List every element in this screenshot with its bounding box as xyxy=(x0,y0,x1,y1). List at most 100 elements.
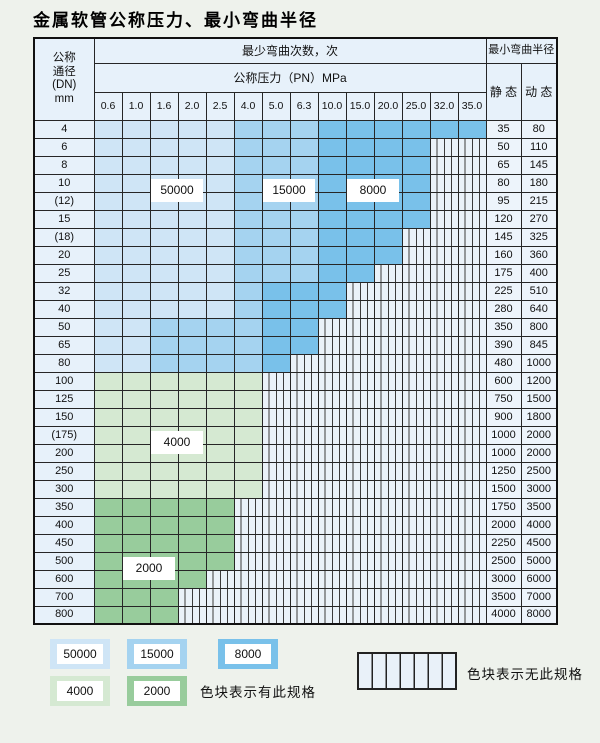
no-spec-cell xyxy=(317,425,347,445)
no-spec-cell xyxy=(373,443,403,463)
spec-cell-50000 xyxy=(93,299,123,319)
no-spec-cell xyxy=(345,281,375,301)
spec-cell-15000 xyxy=(205,353,235,373)
dynamic-radius-value: 110 xyxy=(520,137,558,157)
pressure-col-header: 15.0 xyxy=(345,91,375,121)
pressure-col-header: 5.0 xyxy=(261,91,291,121)
table-row: 40 280 640 xyxy=(33,299,558,319)
pressure-col-header: 1.0 xyxy=(121,91,151,121)
spec-cell-15000 xyxy=(261,119,291,139)
no-spec-cell xyxy=(401,425,431,445)
legend-has-spec-note: 色块表示有此规格 xyxy=(200,685,316,700)
spec-cell-15000 xyxy=(289,137,319,157)
dynamic-radius-value: 180 xyxy=(520,173,558,193)
no-spec-cell xyxy=(261,497,291,517)
no-spec-cell xyxy=(317,569,347,589)
dynamic-radius-value: 2000 xyxy=(520,425,558,445)
spec-cell-15000 xyxy=(177,335,207,355)
no-spec-cell xyxy=(317,605,347,625)
no-spec-cell xyxy=(429,245,459,265)
no-spec-cell xyxy=(373,533,403,553)
static-radius-value: 3500 xyxy=(485,587,522,607)
spec-cell-50000 xyxy=(205,191,235,211)
no-spec-cell xyxy=(289,587,319,607)
spec-cell-4000 xyxy=(149,479,179,499)
static-radius-value: 1250 xyxy=(485,461,522,481)
table-row: 700 3500 7000 xyxy=(33,587,558,607)
spec-cell-15000 xyxy=(233,335,263,355)
no-spec-cell xyxy=(429,605,459,625)
spec-cell-15000 xyxy=(233,299,263,319)
dynamic-radius-value: 640 xyxy=(520,299,558,319)
no-spec-cell xyxy=(345,371,375,391)
spec-cell-8000 xyxy=(289,335,319,355)
table-row: 15 120 270 xyxy=(33,209,558,229)
no-spec-cell xyxy=(317,461,347,481)
no-spec-cell xyxy=(429,569,459,589)
spec-cell-50000 xyxy=(149,299,179,319)
table-row: 400 2000 4000 xyxy=(33,515,558,535)
no-spec-cell xyxy=(345,605,375,625)
table-row: 32 225 510 xyxy=(33,281,558,301)
legend-swatch-15000: 15000 xyxy=(127,639,187,669)
spec-cell-50000 xyxy=(205,245,235,265)
no-spec-cell xyxy=(205,587,235,607)
spec-cell-4000 xyxy=(93,371,123,391)
no-spec-cell xyxy=(261,461,291,481)
spec-cell-2000 xyxy=(121,515,151,535)
header-row-2: 公称压力（PN）MPa 静 态 动 态 xyxy=(34,62,558,121)
spec-cell-15000 xyxy=(177,317,207,337)
no-spec-cell xyxy=(457,605,487,625)
spec-cell-2000 xyxy=(149,497,179,517)
spec-cell-15000 xyxy=(205,335,235,355)
dn-value: 800 xyxy=(33,605,95,625)
table-row: 250 1250 2500 xyxy=(33,461,558,481)
no-spec-cell xyxy=(261,587,291,607)
no-spec-cell xyxy=(373,605,403,625)
table-row: (18) 145 325 xyxy=(33,227,558,247)
static-radius-value: 2000 xyxy=(485,515,522,535)
dynamic-radius-value: 325 xyxy=(520,227,558,247)
spec-cell-15000 xyxy=(233,119,263,139)
no-spec-cell xyxy=(401,335,431,355)
dynamic-radius-value: 6000 xyxy=(520,569,558,589)
dn-value: (12) xyxy=(33,191,95,211)
legend-swatch-value: 8000 xyxy=(225,644,271,664)
spec-cell-50000 xyxy=(205,209,235,229)
no-spec-cell xyxy=(233,587,263,607)
page-title: 金属软管公称压力、最小弯曲半径 xyxy=(33,11,318,31)
dn-value: 350 xyxy=(33,497,95,517)
static-radius-value: 280 xyxy=(485,299,522,319)
static-radius-value: 2250 xyxy=(485,533,522,553)
no-spec-cell xyxy=(289,407,319,427)
spec-cell-2000 xyxy=(93,533,123,553)
table-row: 300 1500 3000 xyxy=(33,479,558,499)
no-spec-cell xyxy=(373,353,403,373)
spec-table-wrap: 公称 通径 (DN) mm 最少弯曲次数，次 最小弯曲半径 公称压力（PN）MP… xyxy=(33,37,558,625)
no-spec-cell xyxy=(289,425,319,445)
spec-cell-50000 xyxy=(93,335,123,355)
dn-value: (175) xyxy=(33,425,95,445)
spec-cell-50000 xyxy=(93,191,123,211)
spec-cell-50000 xyxy=(149,263,179,283)
no-spec-cell xyxy=(429,227,459,247)
no-spec-cell xyxy=(289,605,319,625)
no-spec-cell xyxy=(261,515,291,535)
no-spec-cell xyxy=(373,263,403,283)
pressure-col-header: 10.0 xyxy=(317,91,347,121)
dn-value: 15 xyxy=(33,209,95,229)
spec-cell-2000 xyxy=(93,515,123,535)
spec-cell-50000 xyxy=(121,173,151,193)
spec-cell-8000 xyxy=(261,335,291,355)
spec-cell-50000 xyxy=(93,173,123,193)
static-radius-value: 750 xyxy=(485,389,522,409)
spec-cell-8000 xyxy=(317,245,347,265)
no-spec-cell xyxy=(233,533,263,553)
spec-cell-4000 xyxy=(205,479,235,499)
dynamic-radius-value: 1800 xyxy=(520,407,558,427)
no-spec-cell xyxy=(233,497,263,517)
legend-swatch-value: 50000 xyxy=(57,644,103,664)
no-spec-cell xyxy=(261,443,291,463)
spec-cell-4000 xyxy=(233,479,263,499)
